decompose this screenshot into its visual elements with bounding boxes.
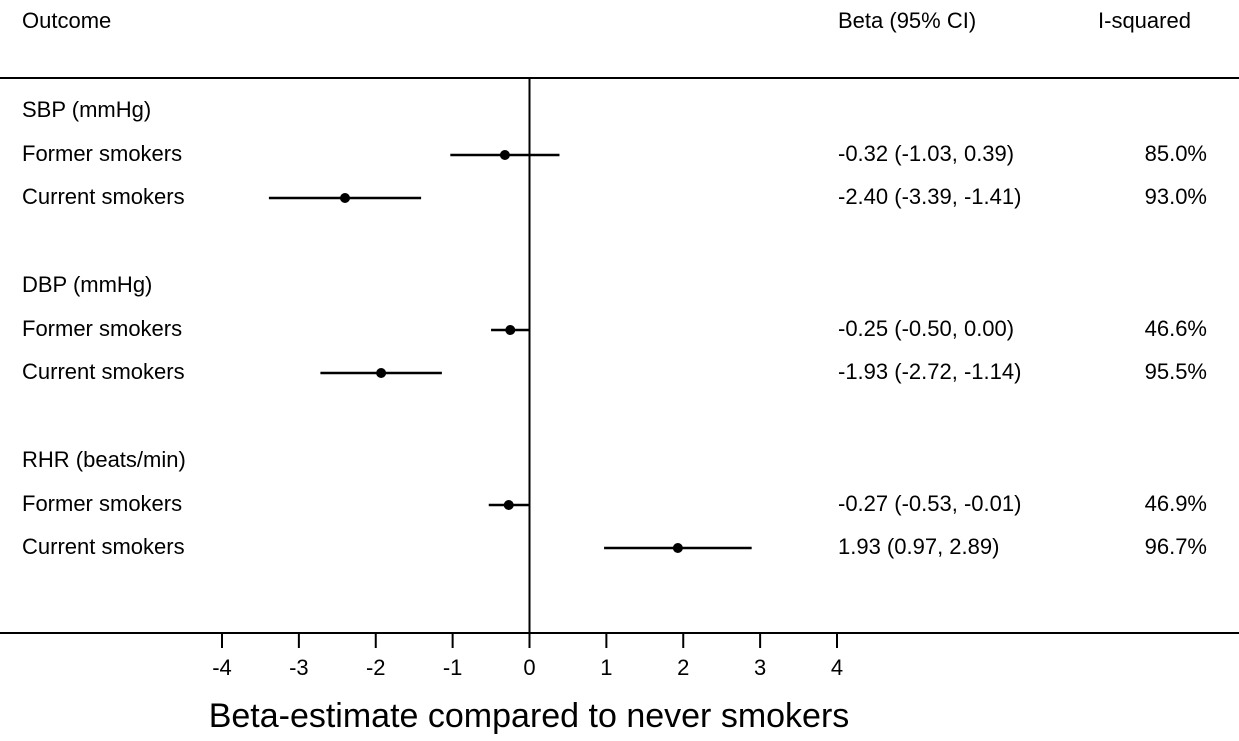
row-label: Current smokers <box>22 534 185 559</box>
beta-ci-label: -0.25 (-0.50, 0.00) <box>838 316 1014 341</box>
x-axis-label: Beta-estimate compared to never smokers <box>209 697 850 735</box>
i-squared-label: 46.9% <box>1145 491 1207 516</box>
x-tick-label: 1 <box>600 655 612 680</box>
x-tick-label: 0 <box>523 655 535 680</box>
row-label: Former smokers <box>22 316 182 341</box>
x-tick-label: 3 <box>754 655 766 680</box>
point-estimate <box>340 193 350 203</box>
row-label: Former smokers <box>22 491 182 516</box>
x-tick-label: -2 <box>366 655 386 680</box>
i-squared-label: 95.5% <box>1145 359 1207 384</box>
x-tick-label: 2 <box>677 655 689 680</box>
x-tick-label: -1 <box>443 655 463 680</box>
beta-ci-label: -2.40 (-3.39, -1.41) <box>838 184 1021 209</box>
point-estimate <box>505 325 516 335</box>
i-squared-label: 85.0% <box>1145 141 1207 166</box>
header-outcome: Outcome <box>22 8 111 33</box>
point-estimate <box>672 543 683 553</box>
x-tick-label: -4 <box>212 655 232 680</box>
row-label: Former smokers <box>22 141 182 166</box>
i-squared-label: 93.0% <box>1145 184 1207 209</box>
beta-ci-label: -0.27 (-0.53, -0.01) <box>838 491 1021 516</box>
point-estimate <box>503 500 514 510</box>
x-tick-label: 4 <box>831 655 843 680</box>
i-squared-label: 96.7% <box>1145 534 1207 559</box>
header-beta: Beta (95% CI) <box>838 8 976 33</box>
group-label: DBP (mmHg) <box>22 272 152 297</box>
row-label: Current smokers <box>22 359 185 384</box>
beta-ci-label: 1.93 (0.97, 2.89) <box>838 534 999 559</box>
point-estimate <box>499 150 510 160</box>
point-estimate <box>376 368 387 378</box>
x-tick-label: -3 <box>289 655 309 680</box>
row-label: Current smokers <box>22 184 185 209</box>
beta-ci-label: -0.32 (-1.03, 0.39) <box>838 141 1014 166</box>
beta-ci-label: -1.93 (-2.72, -1.14) <box>838 359 1021 384</box>
group-label: SBP (mmHg) <box>22 97 151 122</box>
group-label: RHR (beats/min) <box>22 447 186 472</box>
i-squared-label: 46.6% <box>1145 316 1207 341</box>
header-i-squared: I-squared <box>1098 8 1191 33</box>
